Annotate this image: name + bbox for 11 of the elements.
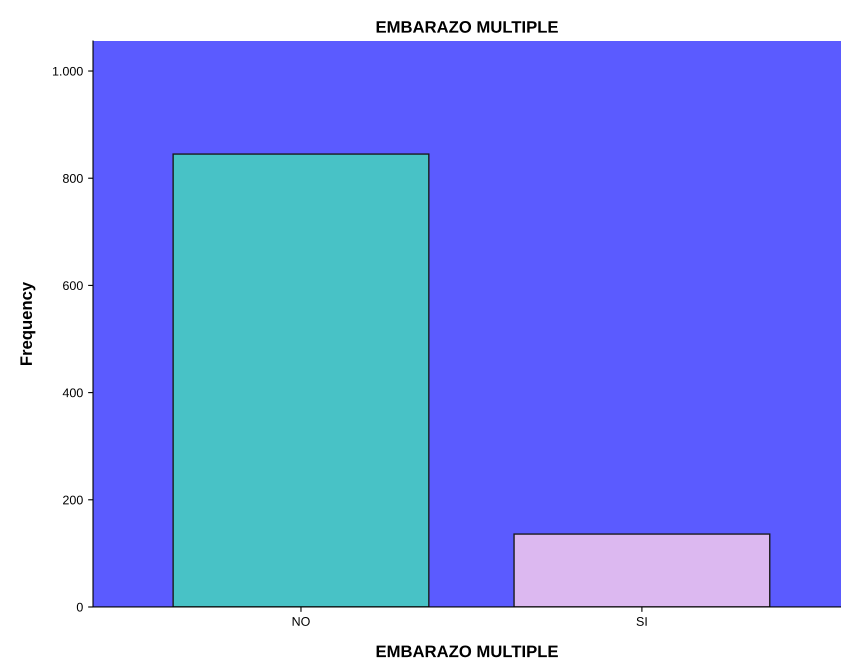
chart-title: EMBARAZO MULTIPLE <box>376 21 558 33</box>
x-tick-label: NO <box>292 617 310 626</box>
x-axis-title: EMBARAZO MULTIPLE <box>376 645 558 658</box>
y-tick-label: 600 <box>63 281 83 290</box>
y-axis-title: Frequency <box>20 282 36 366</box>
x-tick-label: SI <box>636 617 647 626</box>
y-tick-label: 400 <box>62 388 83 398</box>
y-tick-label: 1.000 <box>52 66 83 76</box>
y-tick-label: 200 <box>63 496 83 504</box>
y-tick-label: 800 <box>62 174 83 183</box>
y-tick-label: 0 <box>76 602 83 612</box>
